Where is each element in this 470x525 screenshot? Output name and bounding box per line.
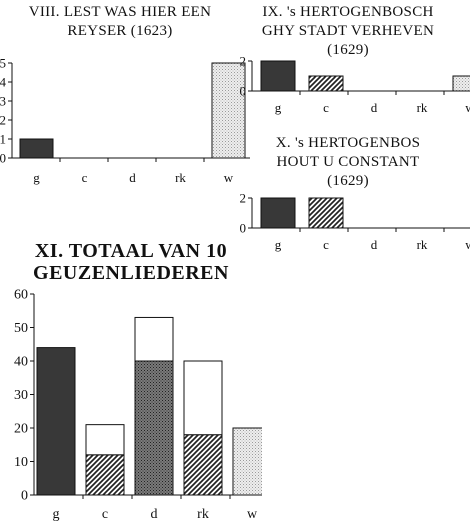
chart-xi: 0 10 20 30 40 50 60 g c d rk w [14, 288, 262, 522]
chart-xi-title-line-1: XI. TOTAAL VAN 10 [34, 240, 228, 262]
y-tick-label: 0 [21, 489, 28, 504]
bar-c [308, 197, 344, 229]
x-tick-label: rk [417, 237, 428, 252]
y-tick-label: 40 [14, 355, 28, 370]
chart-x-title-line-3: (1629) [327, 173, 369, 189]
chart-ix-title-line-2: GHY STADT VERHEVEN [261, 23, 435, 39]
x-tick-label: g [275, 100, 282, 115]
bar-w [452, 75, 470, 92]
y-tick-label: 10 [14, 455, 28, 470]
bar-d-s0 [134, 360, 174, 496]
x-tick-label: c [323, 237, 329, 252]
y-tick-label: 3 [0, 94, 6, 109]
y-tick-label: 4 [0, 75, 7, 90]
y-tick-label: 2 [240, 57, 246, 69]
x-tick-label: rk [197, 507, 209, 522]
chart-x-title-line-1: X. 's HERTOGENBOS [275, 135, 421, 151]
bar-g [19, 138, 54, 159]
y-tick-label: 2 [0, 113, 6, 128]
y-tick-label: 1 [0, 132, 6, 147]
bar-d-s1 [134, 316, 174, 362]
x-tick-label: g [275, 237, 282, 252]
bar-w [211, 62, 246, 159]
chart-viii-title: VIII. LEST WAS HIER EEN REYSER (1623) [6, 3, 234, 41]
x-tick-label: d [371, 100, 378, 115]
x-tick-label: c [82, 170, 88, 185]
x-tick-label: d [151, 507, 158, 522]
bar-c [308, 75, 344, 92]
bar-g [260, 60, 296, 92]
x-tick-label: g [53, 507, 60, 522]
bar-g [260, 197, 296, 229]
x-tick-label: rk [417, 100, 428, 115]
chart-x-title-line-2: HOUT U CONSTANT [276, 154, 420, 170]
y-tick-label: 30 [14, 388, 28, 403]
bar-rk-s1 [183, 360, 223, 436]
y-tick-label: 0 [0, 151, 6, 166]
chart-x-title: X. 's HERTOGENBOS HOUT U CONSTANT (1629) [232, 134, 464, 191]
chart-ix-title: IX. 's HERTOGENBOSCH GHY STADT VERHEVEN … [232, 3, 464, 60]
chart-viii-title-line-1: VIII. LEST WAS HIER EEN [28, 4, 212, 20]
x-tick-label: w [465, 237, 470, 252]
chart-xi-title-line-2: GEUZENLIEDEREN [33, 262, 229, 284]
x-tick-label: rk [175, 170, 186, 185]
x-tick-label: w [224, 170, 234, 185]
y-tick-label: 5 [0, 56, 6, 71]
y-tick-label: 0 [240, 221, 246, 236]
x-tick-label: w [247, 507, 258, 522]
bar-c-s1 [85, 424, 125, 456]
x-tick-label: c [102, 507, 108, 522]
x-tick-label: d [371, 237, 378, 252]
chart-xi-title: XI. TOTAAL VAN 10 GEUZENLIEDEREN [0, 240, 262, 284]
bar-g-s0 [36, 347, 76, 496]
x-tick-label: g [33, 170, 40, 185]
y-tick-label: 2 [240, 191, 246, 206]
y-tick-label: 0 [240, 84, 246, 99]
chart-x: 0 2 g c d rk w [240, 191, 470, 252]
x-tick-label: c [323, 100, 329, 115]
bar-w-s0 [232, 427, 262, 496]
chart-viii: 0 1 2 3 4 5 g c d rk w [0, 56, 250, 185]
y-tick-label: 60 [14, 288, 28, 303]
bar-rk-s0 [183, 434, 223, 496]
y-tick-label: 50 [14, 321, 28, 336]
chart-ix-title-line-1: IX. 's HERTOGENBOSCH [262, 4, 434, 20]
x-tick-label: w [465, 100, 470, 115]
chart-ix-title-line-3: (1629) [327, 42, 369, 58]
chart-viii-title-line-2: REYSER (1623) [67, 23, 173, 39]
y-tick-label: 20 [14, 422, 28, 437]
bar-c-s0 [85, 454, 125, 496]
chart-ix: 0 2 g c d rk w [240, 57, 470, 115]
x-tick-label: d [129, 170, 136, 185]
